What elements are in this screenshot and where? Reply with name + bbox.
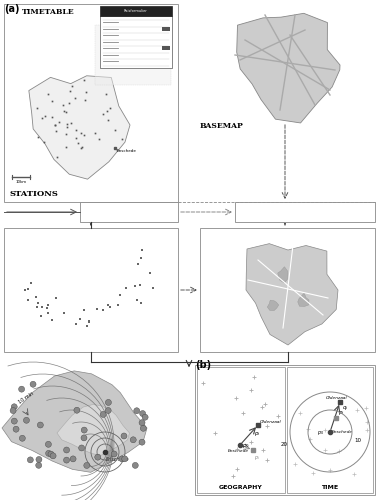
Circle shape [30, 382, 36, 388]
Bar [95, 25, 171, 85]
Circle shape [81, 435, 87, 441]
Circle shape [84, 462, 90, 468]
Text: STEP  I: STEP I [114, 208, 144, 217]
Text: TIMETABLE: TIMETABLE [22, 8, 74, 16]
Circle shape [81, 427, 87, 433]
Circle shape [139, 410, 146, 416]
Text: STEP  II: STEP II [289, 208, 321, 217]
Circle shape [37, 422, 43, 428]
Text: $q_i$: $q_i$ [342, 404, 349, 412]
Text: 10: 10 [354, 438, 361, 442]
Text: Oldenzaal: Oldenzaal [260, 420, 282, 424]
Circle shape [11, 418, 17, 424]
Circle shape [19, 436, 25, 442]
Text: STATIONS: STATIONS [10, 190, 59, 198]
Circle shape [111, 451, 117, 457]
Circle shape [10, 408, 16, 414]
Circle shape [130, 437, 136, 443]
Text: Enschede: Enschede [106, 457, 130, 462]
Polygon shape [298, 293, 309, 306]
Circle shape [122, 456, 128, 462]
Text: 10 min: 10 min [18, 391, 35, 405]
Circle shape [132, 462, 138, 468]
Bar [80, 202, 178, 222]
Circle shape [46, 450, 52, 456]
Circle shape [134, 408, 140, 414]
Text: 20: 20 [281, 442, 288, 446]
Circle shape [70, 456, 76, 462]
Circle shape [139, 420, 145, 426]
Circle shape [119, 456, 125, 462]
Polygon shape [267, 300, 279, 310]
Circle shape [140, 426, 146, 432]
Bar [162, 26, 170, 30]
Polygon shape [246, 244, 338, 345]
Circle shape [95, 454, 101, 460]
Polygon shape [29, 76, 130, 179]
Circle shape [11, 404, 17, 410]
Circle shape [64, 457, 70, 463]
Circle shape [139, 439, 145, 445]
Circle shape [23, 418, 29, 424]
Text: TIME: TIME [321, 485, 339, 490]
Bar [235, 202, 375, 222]
Text: BASEMAP: BASEMAP [200, 122, 244, 130]
Circle shape [19, 386, 25, 392]
Circle shape [36, 462, 42, 468]
Circle shape [121, 433, 127, 439]
Text: GEOGRAPHY: GEOGRAPHY [219, 485, 263, 490]
Circle shape [50, 453, 56, 459]
Bar [197, 367, 285, 493]
Circle shape [36, 456, 42, 462]
Bar [195, 365, 375, 495]
Bar [200, 228, 375, 352]
Circle shape [142, 414, 148, 420]
Circle shape [48, 451, 54, 457]
Text: Vector Calculus: Vector Calculus [105, 214, 153, 219]
Polygon shape [278, 266, 288, 283]
Text: Reisformulier: Reisformulier [124, 9, 148, 13]
Circle shape [13, 426, 19, 432]
Circle shape [74, 407, 80, 413]
Polygon shape [2, 371, 147, 472]
Text: $p_i$: $p_i$ [254, 430, 260, 438]
Circle shape [64, 447, 70, 453]
Text: (b): (b) [195, 360, 211, 370]
Circle shape [45, 442, 51, 448]
Text: Enschede: Enschede [332, 430, 353, 434]
Circle shape [27, 457, 33, 463]
Bar [100, 6, 172, 16]
Bar [4, 4, 178, 202]
Polygon shape [237, 14, 340, 123]
Text: Affine Deformation Function: Affine Deformation Function [266, 214, 344, 219]
Text: $p_0$: $p_0$ [317, 429, 324, 437]
Text: 10km: 10km [15, 180, 26, 184]
Circle shape [105, 408, 111, 414]
Text: (a): (a) [4, 4, 20, 14]
Circle shape [79, 445, 85, 451]
Circle shape [105, 400, 112, 406]
Bar [287, 367, 373, 493]
Text: $p_i$: $p_i$ [254, 454, 260, 462]
Text: Oldenzaal: Oldenzaal [326, 396, 348, 400]
Bar [100, 16, 172, 68]
Text: $p_0$: $p_0$ [242, 442, 250, 450]
Polygon shape [57, 404, 130, 455]
Bar [162, 46, 170, 50]
Circle shape [100, 412, 106, 418]
Bar [4, 228, 178, 352]
Text: Enschede: Enschede [117, 149, 137, 153]
Text: Enschede: Enschede [228, 449, 249, 453]
Text: $p_i$: $p_i$ [338, 409, 345, 417]
